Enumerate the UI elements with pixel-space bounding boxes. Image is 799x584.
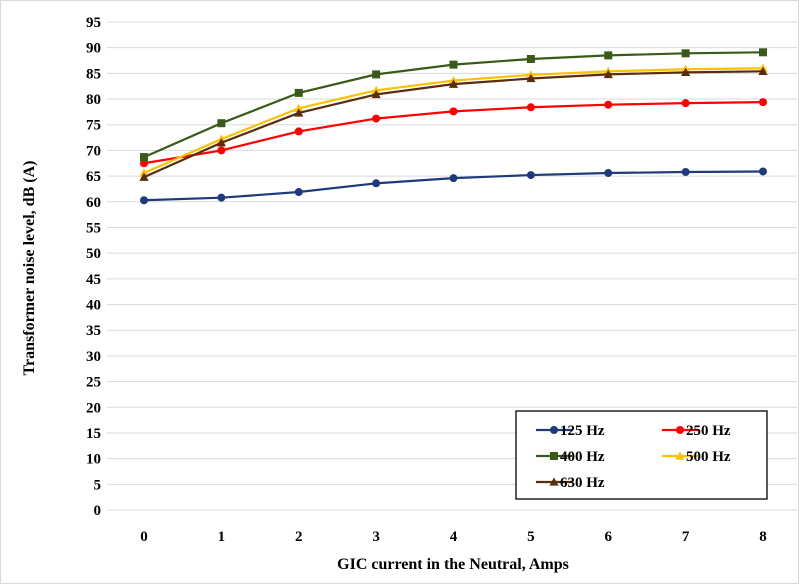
y-tick-label: 35 bbox=[86, 323, 101, 339]
data-point bbox=[759, 48, 767, 57]
y-tick-label: 45 bbox=[86, 272, 101, 288]
y-tick-label: 40 bbox=[86, 298, 101, 314]
data-point bbox=[449, 60, 458, 69]
data-point bbox=[526, 103, 535, 112]
x-tick-label: 5 bbox=[527, 529, 535, 545]
y-tick-label: 5 bbox=[94, 477, 102, 493]
data-point bbox=[681, 167, 690, 176]
y-tick-label: 95 bbox=[86, 15, 101, 31]
data-point bbox=[372, 179, 381, 188]
y-tick-label: 20 bbox=[86, 400, 101, 416]
legend-label: 400 Hz bbox=[560, 449, 605, 465]
data-point bbox=[294, 188, 303, 197]
x-tick-labels: 0 1 2 3 4 5 6 7 8 bbox=[140, 529, 767, 545]
data-point bbox=[294, 88, 303, 97]
data-point bbox=[604, 100, 613, 109]
legend: 125 Hz 250 Hz 400 Hz 500 Hz 630 Hz bbox=[515, 410, 768, 500]
data-point bbox=[140, 159, 148, 168]
legend-item: 630 Hz bbox=[536, 475, 605, 491]
y-tick-label: 30 bbox=[86, 349, 101, 365]
data-point bbox=[758, 66, 768, 75]
data-point bbox=[603, 69, 613, 79]
x-tick-label: 4 bbox=[450, 529, 458, 545]
data-point bbox=[526, 73, 536, 83]
y-axis-title: Transformer noise level, dB (A) bbox=[21, 161, 38, 376]
x-tick-label: 2 bbox=[295, 529, 303, 545]
series-0 bbox=[140, 167, 767, 205]
legend-label: 500 Hz bbox=[686, 449, 731, 465]
data-point bbox=[140, 153, 148, 162]
data-point bbox=[759, 98, 767, 107]
data-point bbox=[294, 103, 304, 112]
y-tick-label: 0 bbox=[94, 503, 102, 519]
data-point bbox=[139, 172, 149, 181]
x-axis-title: GIC current in the Neutral, Amps bbox=[337, 556, 569, 573]
data-point bbox=[526, 54, 535, 63]
data-point bbox=[676, 426, 684, 434]
x-tick-label: 8 bbox=[759, 529, 767, 545]
y-tick-label: 10 bbox=[86, 452, 101, 468]
data-point bbox=[681, 67, 691, 77]
data-point bbox=[448, 79, 459, 88]
series-2 bbox=[140, 48, 767, 162]
data-point bbox=[604, 51, 613, 60]
legend-label: 125 Hz bbox=[560, 423, 605, 439]
y-tick-label: 75 bbox=[86, 118, 101, 134]
data-point bbox=[604, 169, 613, 178]
legend-item: 125 Hz bbox=[536, 423, 605, 439]
legend-label: 250 Hz bbox=[686, 423, 731, 439]
y-tick-label: 90 bbox=[86, 41, 101, 57]
y-tick-labels: 0 5 10 15 20 25 30 35 40 45 50 55 60 65 70 75 80 85 90 95 bbox=[86, 15, 101, 519]
series-1 bbox=[140, 98, 767, 168]
y-tick-label: 85 bbox=[86, 66, 101, 82]
data-point bbox=[550, 426, 558, 434]
y-tick-label: 80 bbox=[86, 92, 101, 108]
y-tick-label: 70 bbox=[86, 143, 101, 159]
y-tick-label: 25 bbox=[86, 375, 101, 391]
x-tick-label: 6 bbox=[605, 529, 613, 545]
series-4 bbox=[139, 66, 768, 181]
y-tick-label: 15 bbox=[86, 426, 101, 442]
data-point bbox=[217, 119, 226, 128]
data-point bbox=[140, 196, 148, 205]
y-tick-label: 50 bbox=[86, 246, 101, 262]
data-point bbox=[372, 70, 381, 79]
legend-item: 500 Hz bbox=[662, 449, 731, 465]
data-point bbox=[550, 452, 558, 460]
data-point bbox=[294, 108, 304, 117]
x-tick-label: 7 bbox=[682, 529, 690, 545]
data-point bbox=[449, 174, 458, 183]
data-point bbox=[294, 127, 303, 136]
y-tick-label: 55 bbox=[86, 220, 101, 236]
y-tick-label: 65 bbox=[86, 169, 101, 185]
data-point bbox=[216, 138, 226, 147]
data-point bbox=[549, 477, 559, 486]
x-tick-label: 0 bbox=[140, 529, 148, 545]
y-tick-label: 60 bbox=[86, 195, 101, 211]
data-point bbox=[372, 114, 381, 123]
data-point bbox=[681, 49, 690, 58]
data-point bbox=[526, 171, 535, 180]
legend-item: 400 Hz bbox=[536, 449, 605, 465]
data-point bbox=[681, 99, 690, 108]
legend-label: 630 Hz bbox=[560, 475, 605, 491]
series-group bbox=[139, 48, 768, 205]
x-tick-label: 1 bbox=[218, 529, 226, 545]
gridlines bbox=[107, 21, 797, 511]
data-point bbox=[449, 107, 458, 116]
x-tick-label: 3 bbox=[372, 529, 380, 545]
legend-item: 250 Hz bbox=[662, 423, 731, 439]
data-point bbox=[217, 193, 226, 202]
data-point bbox=[371, 89, 381, 99]
data-point bbox=[675, 451, 685, 460]
data-point bbox=[759, 167, 767, 176]
data-point bbox=[217, 146, 226, 155]
